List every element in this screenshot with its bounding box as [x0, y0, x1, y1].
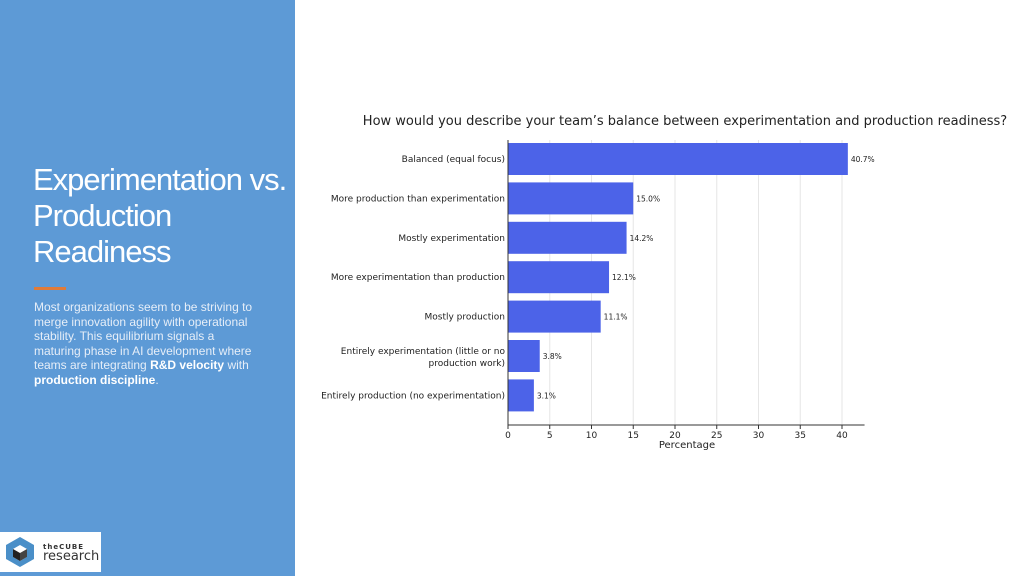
category-label: Balanced (equal focus) — [402, 155, 505, 165]
x-tick-label: 5 — [547, 431, 553, 441]
bar — [508, 379, 534, 412]
logo-line2: research — [43, 549, 100, 564]
bar — [508, 300, 601, 333]
bar — [508, 143, 848, 175]
category-label: Mostly production — [424, 313, 505, 323]
data-label: 15.0% — [636, 194, 660, 203]
bar — [508, 221, 627, 254]
x-axis-label: Percentage — [659, 440, 715, 451]
desc-text: with — [227, 358, 249, 373]
bar-chart: How would you describe your team’s balan… — [321, 114, 1007, 451]
chart-title: How would you describe your team’s balan… — [363, 114, 1007, 129]
desc-text: Most organizations seem to be striving t… — [34, 300, 253, 373]
left-panel: Experimentation vs. Production Readiness… — [0, 0, 295, 576]
category-label: production work) — [429, 359, 505, 369]
logo-line1: theCUBE — [43, 543, 85, 551]
desc-bold: R&D velocity — [150, 358, 225, 373]
x-tick-label: 40 — [836, 431, 848, 441]
data-label: 14.2% — [630, 234, 654, 243]
data-label: 3.8% — [543, 352, 562, 361]
x-tick-label: 25 — [711, 431, 722, 441]
x-tick-label: 30 — [753, 431, 765, 441]
x-tick-label: 10 — [586, 431, 598, 441]
x-tick-label: 35 — [795, 431, 806, 441]
category-label: More production than experimentation — [331, 194, 505, 204]
bar — [508, 182, 634, 215]
desc-bold: production discipline — [34, 372, 156, 387]
x-tick-label: 15 — [628, 431, 639, 441]
x-tick-label: 0 — [505, 431, 511, 441]
category-label: Mostly experimentation — [398, 234, 505, 244]
bar — [508, 261, 610, 294]
slide-description: Most organizations seem to be striving t… — [34, 300, 264, 388]
bar — [508, 340, 540, 372]
data-label: 12.1% — [612, 273, 636, 282]
x-tick-label: 20 — [669, 431, 681, 441]
desc-text: . — [155, 372, 159, 387]
thecube-logo: theCUBE research — [0, 532, 101, 572]
data-label: 3.1% — [537, 391, 556, 400]
cube-logo-icon — [6, 537, 34, 567]
category-label: Entirely production (no experimentation) — [321, 391, 505, 401]
accent-rule — [34, 287, 66, 290]
category-label: Entirely experimentation (little or no — [341, 347, 506, 357]
slide-title: Experimentation vs. Production Readiness — [33, 162, 287, 269]
category-label: More experimentation than production — [331, 273, 505, 283]
data-label: 40.7% — [851, 155, 875, 164]
data-label: 11.1% — [604, 313, 628, 322]
